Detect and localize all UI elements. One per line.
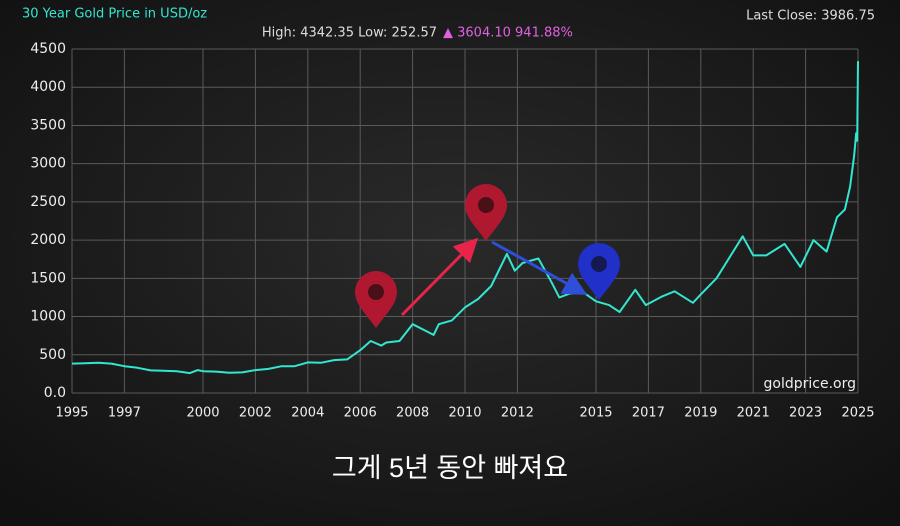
chart-title: 30 Year Gold Price in USD/oz (22, 7, 207, 22)
x-tick-label: 1997 (108, 406, 141, 421)
x-tick-label: 2004 (291, 406, 324, 421)
pin (465, 184, 507, 241)
y-tick-label: 0.0 (44, 385, 66, 401)
x-tick-label: 2025 (841, 406, 874, 421)
x-tick-label: 2015 (579, 406, 612, 421)
grid: 0.0 500 1000 1500 2000 2500 3000 3500 4000 4500 19… (30, 41, 874, 421)
high-low: High: 4342.35 Low: 252.57 (262, 26, 437, 41)
x-tick-label: 2006 (344, 406, 377, 421)
arrow (400, 237, 479, 317)
y-tick-label: 3500 (30, 117, 66, 133)
pins (355, 184, 620, 328)
x-tick-label: 2002 (239, 406, 272, 421)
x-tick-label: 2000 (186, 406, 219, 421)
x-tick-label: 2023 (789, 406, 822, 421)
y-tick-label: 2500 (30, 194, 66, 210)
plot (71, 61, 859, 375)
price-line (71, 61, 859, 375)
caption: 그게 5년 동안 빠져요 (332, 453, 568, 483)
watermark: goldprice.org (764, 376, 856, 392)
x-tick-label: 2019 (684, 406, 717, 421)
y-tick-label: 3000 (30, 156, 66, 172)
y-tick-label: 4500 (30, 41, 66, 57)
x-tick-label: 2010 (448, 406, 481, 421)
change: ▲ 3604.10 941.88% (443, 26, 573, 41)
y-tick-label: 1000 (30, 309, 66, 325)
x-tick-label: 2017 (632, 406, 665, 421)
arrow (491, 240, 588, 295)
x-tick-label: 1995 (55, 406, 88, 421)
y-tick-label: 4000 (30, 79, 66, 95)
x-tick-label: 2008 (396, 406, 429, 421)
annotation-arrows (400, 237, 588, 317)
y-tick-label: 1500 (30, 270, 66, 286)
x-tick-label: 2021 (737, 406, 770, 421)
y-tick-label: 2000 (30, 232, 66, 248)
last-close: Last Close: 3986.75 (746, 9, 875, 24)
x-tick-label: 2012 (501, 406, 534, 421)
pin (355, 271, 397, 328)
y-tick-label: 500 (39, 347, 66, 363)
pin (578, 243, 620, 300)
